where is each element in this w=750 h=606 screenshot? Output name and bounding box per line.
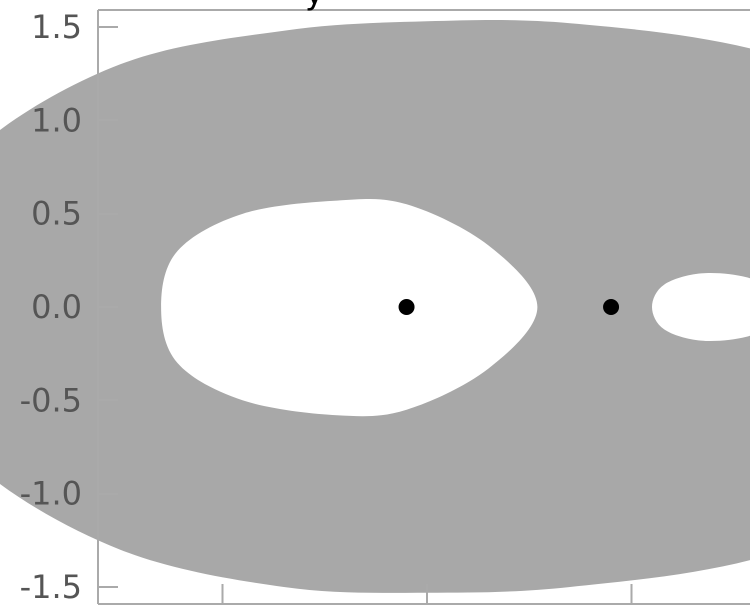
hole-large	[161, 199, 538, 417]
hole-layer	[161, 199, 750, 417]
y-tick-label: 0.5	[31, 195, 82, 233]
y-tick-label: -1.5	[20, 568, 82, 606]
y-tick-label: 1.5	[31, 8, 82, 46]
point-layer	[398, 299, 620, 315]
y-tick-label: -0.5	[20, 381, 82, 419]
y-tick-label: 1.0	[31, 101, 82, 139]
x-tick-layer	[221, 584, 633, 604]
hole-small	[652, 272, 750, 342]
y-tick-label: -1.0	[20, 475, 82, 513]
y-tick-label: 0.0	[31, 288, 82, 326]
cropped-title-fragment: y	[305, 0, 324, 12]
y-tick-layer: 1.5 1.0 0.5 0.0 -0.5 -1.0 -1.5	[20, 8, 118, 606]
data-point	[603, 299, 620, 315]
data-point	[398, 299, 415, 315]
